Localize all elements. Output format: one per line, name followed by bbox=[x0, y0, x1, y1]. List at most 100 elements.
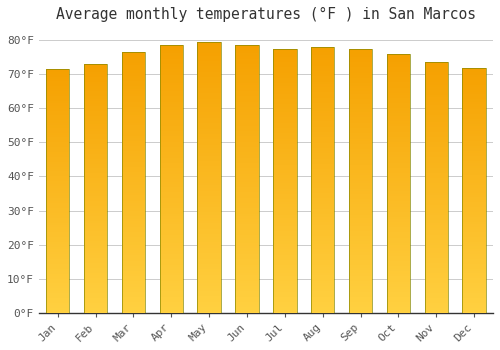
Bar bbox=[236, 115, 258, 118]
Bar bbox=[122, 148, 145, 151]
Bar bbox=[273, 225, 296, 228]
Bar bbox=[84, 193, 108, 196]
Bar bbox=[46, 205, 70, 208]
Bar bbox=[462, 180, 486, 183]
Bar bbox=[349, 70, 372, 72]
Bar bbox=[46, 69, 70, 313]
Bar bbox=[311, 299, 334, 302]
Bar bbox=[198, 156, 221, 158]
Bar bbox=[349, 115, 372, 117]
Bar bbox=[84, 156, 108, 159]
Bar bbox=[236, 203, 258, 206]
Bar bbox=[198, 42, 221, 45]
Bar bbox=[46, 176, 70, 179]
Bar bbox=[386, 204, 410, 206]
Bar bbox=[160, 254, 183, 257]
Bar bbox=[236, 69, 258, 72]
Bar bbox=[462, 278, 486, 281]
Bar bbox=[236, 131, 258, 134]
Bar bbox=[349, 284, 372, 286]
Bar bbox=[349, 146, 372, 149]
Bar bbox=[462, 207, 486, 210]
Bar bbox=[311, 92, 334, 95]
Bar bbox=[273, 286, 296, 289]
Bar bbox=[349, 207, 372, 210]
Bar bbox=[160, 149, 183, 152]
Bar bbox=[424, 240, 448, 243]
Bar bbox=[386, 284, 410, 287]
Bar bbox=[122, 305, 145, 307]
Bar bbox=[84, 144, 108, 146]
Bar bbox=[198, 102, 221, 104]
Bar bbox=[122, 300, 145, 302]
Bar bbox=[462, 212, 486, 215]
Bar bbox=[311, 161, 334, 164]
Bar bbox=[462, 146, 486, 148]
Bar bbox=[386, 173, 410, 175]
Bar bbox=[349, 300, 372, 302]
Bar bbox=[386, 72, 410, 75]
Bar bbox=[46, 240, 70, 242]
Bar bbox=[160, 251, 183, 254]
Bar bbox=[160, 120, 183, 123]
Bar bbox=[46, 69, 70, 72]
Bar bbox=[273, 297, 296, 300]
Bar bbox=[462, 276, 486, 278]
Bar bbox=[386, 129, 410, 132]
Bar bbox=[462, 303, 486, 305]
Bar bbox=[122, 206, 145, 209]
Bar bbox=[236, 179, 258, 182]
Bar bbox=[311, 289, 334, 292]
Bar bbox=[424, 125, 448, 127]
Bar bbox=[462, 259, 486, 261]
Bar bbox=[462, 190, 486, 192]
Bar bbox=[236, 246, 258, 248]
Bar bbox=[122, 237, 145, 240]
Bar bbox=[386, 307, 410, 310]
Bar bbox=[198, 283, 221, 286]
Bar bbox=[46, 274, 70, 276]
Bar bbox=[311, 294, 334, 297]
Bar bbox=[273, 231, 296, 233]
Bar bbox=[349, 194, 372, 197]
Bar bbox=[273, 168, 296, 170]
Bar bbox=[311, 182, 334, 185]
Bar bbox=[462, 293, 486, 295]
Bar bbox=[462, 166, 486, 168]
Bar bbox=[198, 267, 221, 270]
Bar bbox=[311, 103, 334, 105]
Bar bbox=[160, 296, 183, 299]
Bar bbox=[236, 168, 258, 171]
Bar bbox=[84, 275, 108, 278]
Bar bbox=[311, 100, 334, 103]
Bar bbox=[160, 136, 183, 139]
Bar bbox=[424, 285, 448, 288]
Bar bbox=[311, 286, 334, 289]
Bar bbox=[273, 273, 296, 276]
Bar bbox=[311, 236, 334, 238]
Bar bbox=[424, 253, 448, 255]
Bar bbox=[46, 242, 70, 245]
Bar bbox=[236, 270, 258, 273]
Bar bbox=[311, 95, 334, 98]
Bar bbox=[273, 233, 296, 236]
Bar bbox=[84, 240, 108, 243]
Bar bbox=[160, 118, 183, 120]
Bar bbox=[236, 126, 258, 128]
Bar bbox=[311, 204, 334, 206]
Bar bbox=[198, 180, 221, 183]
Bar bbox=[311, 220, 334, 222]
Bar bbox=[273, 210, 296, 212]
Bar bbox=[46, 203, 70, 205]
Bar bbox=[462, 232, 486, 234]
Bar bbox=[424, 122, 448, 125]
Bar bbox=[160, 171, 183, 174]
Bar bbox=[84, 116, 108, 119]
Bar bbox=[424, 303, 448, 305]
Bar bbox=[198, 229, 221, 231]
Bar bbox=[273, 181, 296, 183]
Bar bbox=[122, 151, 145, 154]
Bar bbox=[273, 107, 296, 110]
Bar bbox=[46, 135, 70, 138]
Bar bbox=[236, 93, 258, 96]
